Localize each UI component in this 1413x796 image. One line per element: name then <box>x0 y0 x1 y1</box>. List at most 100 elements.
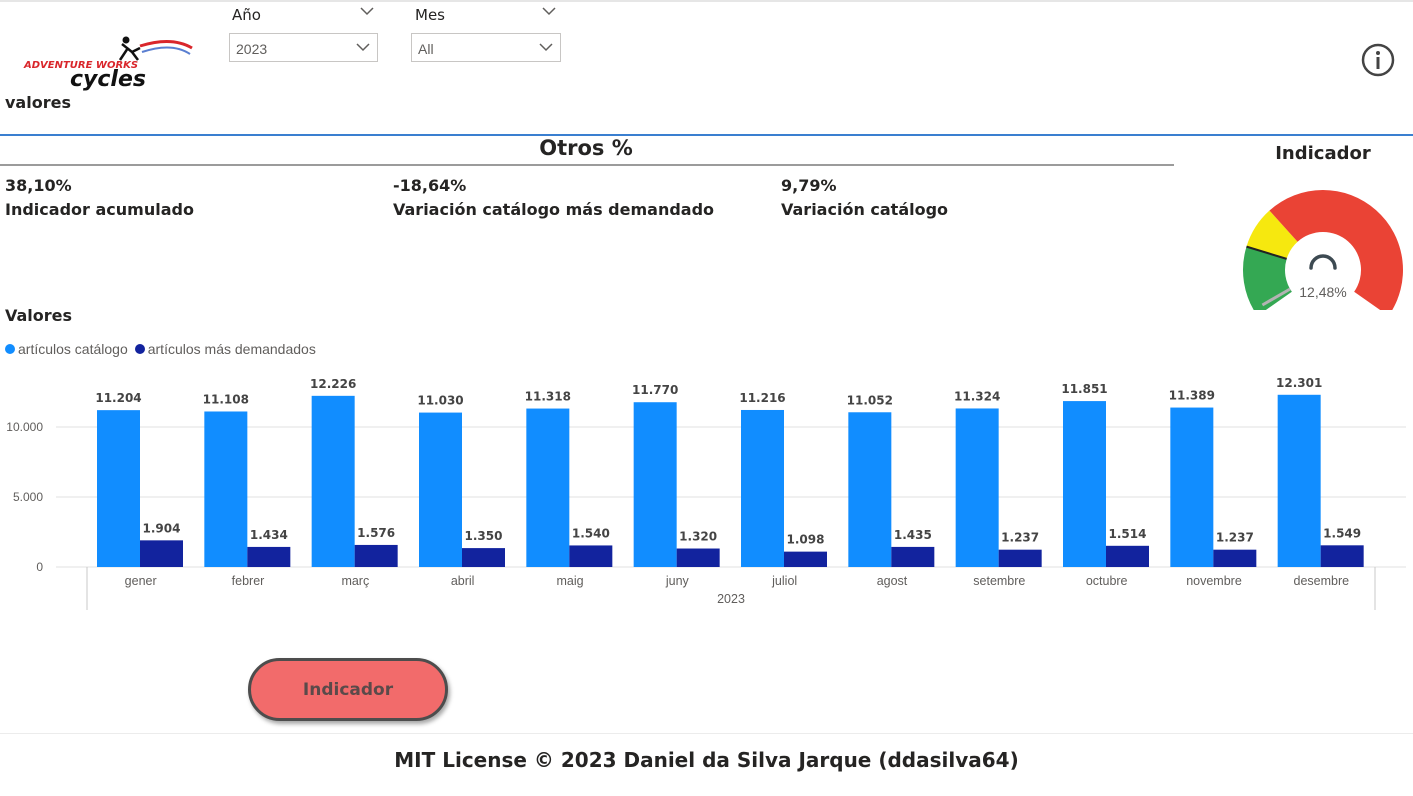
bar-catalogo[interactable] <box>204 411 248 567</box>
month-dropdown[interactable]: All <box>411 33 561 62</box>
x-tick-label: octubre <box>1086 574 1128 588</box>
gauge-needle <box>1261 287 1291 307</box>
indicador-button[interactable]: Indicador <box>248 658 448 721</box>
bar-catalogo[interactable] <box>419 412 462 567</box>
data-label-demandados: 1.540 <box>572 526 610 540</box>
bar-demandados[interactable] <box>569 545 613 567</box>
data-label-catalogo: 11.052 <box>847 393 893 407</box>
data-label-demandados: 1.549 <box>1323 526 1361 540</box>
year-slicer-collapse-icon[interactable] <box>360 5 374 20</box>
top-border <box>0 0 1413 2</box>
data-label-demandados: 1.514 <box>1109 527 1147 541</box>
bar-catalogo[interactable] <box>1170 407 1214 567</box>
gauge-title: Indicador <box>1275 143 1371 164</box>
x-tick-label: novembre <box>1186 574 1242 588</box>
bar-demandados[interactable] <box>891 546 935 567</box>
x-tick-label: juny <box>665 574 690 588</box>
year-dropdown-value: 2023 <box>236 41 268 57</box>
otros-title: Otros % <box>539 136 633 160</box>
bar-catalogo[interactable] <box>848 412 892 567</box>
x-tick-label: agost <box>877 574 908 588</box>
kpi-indicador-acumulado-label: Indicador acumulado <box>5 200 194 219</box>
adventure-works-logo: ADVENTURE WORKS cycles <box>23 36 193 92</box>
info-icon[interactable] <box>1361 43 1395 77</box>
bar-demandados[interactable] <box>462 548 505 567</box>
data-label-demandados: 1.320 <box>679 530 717 544</box>
bar-catalogo[interactable] <box>955 408 999 567</box>
x-tick-label: juliol <box>771 574 797 588</box>
data-label-catalogo: 11.324 <box>954 389 1000 403</box>
chart-legend: artículos catálogo artículos más demanda… <box>5 341 316 357</box>
otros-underline <box>0 164 1174 166</box>
bar-demandados[interactable] <box>354 544 398 567</box>
x-tick-label: abril <box>451 574 475 588</box>
svg-text:cycles: cycles <box>70 67 146 92</box>
bar-demandados[interactable] <box>140 540 183 567</box>
data-label-demandados: 1.098 <box>787 533 825 547</box>
month-dropdown-value: All <box>418 41 434 57</box>
legend-label-demandados: artículos más demandados <box>147 341 316 357</box>
gauge-band-yellow <box>1246 210 1298 259</box>
x-group-label: 2023 <box>717 592 745 606</box>
svg-text:ADVENTURE WORKS: ADVENTURE WORKS <box>23 60 138 71</box>
gauge-center-icon <box>1309 254 1337 270</box>
y-tick-label: 5.000 <box>13 490 43 504</box>
bar-demandados[interactable] <box>1106 545 1149 567</box>
data-label-catalogo: 11.770 <box>632 383 678 397</box>
gauge-value-label: 12,48% <box>1299 284 1346 300</box>
chevron-down-icon <box>355 39 371 58</box>
data-label-demandados: 1.237 <box>1001 531 1039 545</box>
data-label-catalogo: 11.030 <box>417 394 463 408</box>
bar-catalogo[interactable] <box>526 408 570 567</box>
chart-title: Valores <box>5 306 73 325</box>
section-divider <box>0 134 1413 136</box>
bar-demandados[interactable] <box>676 548 720 567</box>
kpi-variacion-mas-demandado-value: -18,64% <box>393 176 467 195</box>
bar-demandados[interactable] <box>784 551 827 567</box>
data-label-catalogo: 12.226 <box>310 377 356 391</box>
x-tick-label: setembre <box>973 574 1025 588</box>
x-tick-label: gener <box>125 574 157 588</box>
legend-label-catalogo: artículos catálogo <box>18 341 128 357</box>
kpi-variacion-catalogo-label: Variación catálogo <box>781 200 949 219</box>
bar-catalogo[interactable] <box>311 395 355 567</box>
bar-demandados[interactable] <box>247 546 291 567</box>
data-label-catalogo: 11.389 <box>1169 389 1215 403</box>
year-dropdown[interactable]: 2023 <box>229 33 378 62</box>
footer-divider <box>0 733 1413 734</box>
data-label-catalogo: 11.216 <box>739 391 785 405</box>
x-tick-label: maig <box>556 574 583 588</box>
data-label-catalogo: 11.204 <box>95 391 141 405</box>
bar-demandados[interactable] <box>1213 549 1257 567</box>
data-label-demandados: 1.237 <box>1216 531 1254 545</box>
bar-demandados[interactable] <box>1320 545 1364 567</box>
data-label-demandados: 1.434 <box>250 528 288 542</box>
chevron-down-icon <box>538 39 554 58</box>
gauge-target-marker <box>1246 245 1287 260</box>
data-label-catalogo: 11.318 <box>525 390 571 404</box>
x-tick-label: desembre <box>1294 574 1350 588</box>
x-tick-label: febrer <box>232 574 265 588</box>
bar-catalogo[interactable] <box>741 409 784 567</box>
month-slicer-title: Mes <box>415 6 445 24</box>
footer-license: MIT License © 2023 Daniel da Silva Jarqu… <box>394 748 1019 772</box>
data-label-demandados: 1.576 <box>357 526 395 540</box>
data-label-demandados: 1.350 <box>465 529 503 543</box>
y-tick-label: 0 <box>36 560 43 574</box>
kpi-variacion-mas-demandado-label: Variación catálogo más demandado <box>393 200 715 219</box>
bar-catalogo[interactable] <box>1063 401 1106 567</box>
bar-catalogo[interactable] <box>633 402 677 567</box>
bar-catalogo[interactable] <box>1277 394 1321 567</box>
bar-demandados[interactable] <box>998 549 1042 567</box>
kpi-variacion-catalogo-value: 9,79% <box>781 176 837 195</box>
month-slicer-collapse-icon[interactable] <box>542 5 556 20</box>
data-label-catalogo: 12.301 <box>1276 376 1322 390</box>
bar-catalogo[interactable] <box>97 410 140 567</box>
page-label: valores <box>5 93 71 112</box>
legend-dot-catalogo <box>5 344 15 354</box>
kpi-indicador-acumulado-value: 38,10% <box>5 176 72 195</box>
data-label-catalogo: 11.851 <box>1061 382 1107 396</box>
y-tick-label: 10.000 <box>6 420 43 434</box>
gauge-band-red <box>1269 190 1403 310</box>
indicador-gauge: 12,48% <box>1243 190 1403 310</box>
